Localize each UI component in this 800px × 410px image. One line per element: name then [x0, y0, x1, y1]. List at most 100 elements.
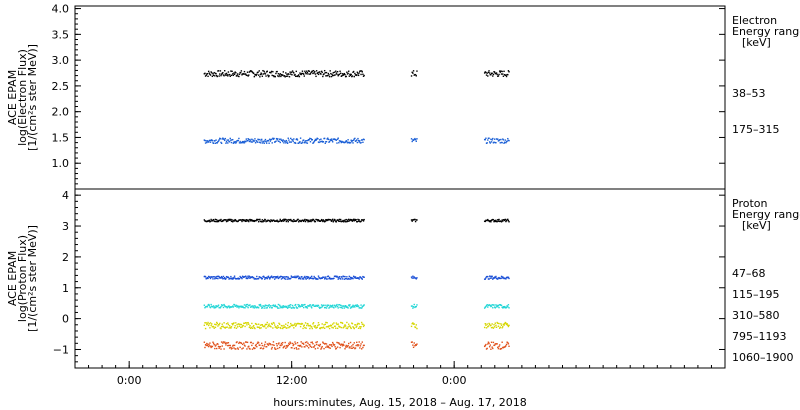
data-point	[290, 322, 292, 325]
data-point	[310, 307, 313, 309]
data-point	[315, 341, 317, 344]
data-point	[213, 71, 215, 74]
legend-entry: 1060–1900	[732, 351, 794, 364]
data-point	[291, 347, 293, 349]
data-point	[219, 345, 222, 348]
data-point	[229, 344, 231, 347]
data-point	[281, 219, 284, 221]
data-point	[484, 220, 486, 223]
data-point	[261, 277, 264, 280]
data-point	[497, 278, 499, 280]
data-point	[341, 278, 344, 280]
data-point	[486, 72, 488, 74]
data-point	[285, 139, 288, 142]
data-point	[298, 276, 301, 278]
data-point	[331, 304, 334, 307]
data-point	[237, 305, 239, 308]
data-point	[338, 277, 340, 279]
data-point	[484, 278, 486, 280]
data-point	[301, 346, 303, 348]
data-point	[327, 326, 330, 328]
data-point	[328, 74, 330, 76]
data-point	[507, 341, 509, 344]
data-point	[487, 306, 489, 308]
y-axis-label: ACE EPAMlog(Electron Flux)[1/(cm²s ster …	[6, 44, 39, 151]
data-point	[360, 141, 362, 144]
series-points	[203, 321, 510, 330]
data-point	[309, 277, 311, 280]
data-point	[355, 218, 357, 221]
data-point	[502, 138, 504, 140]
data-point	[287, 220, 289, 223]
data-point	[215, 219, 218, 221]
data-point	[286, 276, 288, 278]
legend-title: Proton	[732, 197, 767, 210]
data-point	[262, 221, 264, 223]
data-point	[211, 75, 214, 78]
data-point	[227, 323, 230, 326]
data-point	[497, 219, 499, 221]
data-point	[263, 70, 265, 73]
data-point	[411, 71, 413, 74]
data-point	[359, 326, 361, 328]
data-point	[256, 342, 259, 345]
data-point	[270, 70, 273, 73]
data-point	[349, 307, 352, 309]
data-point	[350, 73, 352, 76]
data-point	[267, 275, 270, 278]
data-point	[324, 72, 326, 74]
data-point	[249, 140, 252, 142]
data-point	[238, 73, 241, 75]
data-point	[214, 345, 217, 347]
data-point	[347, 220, 349, 222]
data-point	[349, 341, 352, 344]
data-point	[306, 70, 308, 72]
data-point	[300, 323, 302, 325]
data-point	[209, 327, 211, 329]
data-point	[248, 277, 250, 279]
data-point	[276, 327, 278, 329]
data-point	[353, 305, 355, 307]
data-point	[290, 275, 293, 277]
data-point	[301, 323, 304, 325]
data-point	[357, 74, 360, 77]
data-point	[348, 218, 350, 221]
data-point	[238, 75, 240, 78]
data-point	[414, 74, 417, 76]
data-point	[293, 324, 296, 326]
data-point	[312, 343, 314, 345]
data-point	[334, 325, 336, 327]
data-point	[291, 304, 294, 307]
data-point	[265, 327, 267, 329]
data-point	[507, 137, 509, 140]
data-point	[261, 342, 263, 345]
data-point	[302, 306, 305, 309]
y-tick-label: 4	[62, 189, 69, 202]
data-point	[279, 326, 281, 329]
data-point	[213, 276, 215, 278]
data-point	[349, 278, 351, 280]
data-point	[281, 74, 284, 76]
data-point	[316, 341, 318, 343]
data-point	[240, 305, 243, 307]
data-point	[275, 276, 278, 278]
data-point	[228, 325, 231, 327]
data-point	[311, 70, 314, 72]
data-point	[317, 347, 319, 349]
data-point	[486, 219, 488, 222]
data-point	[253, 276, 255, 279]
data-point	[348, 70, 350, 72]
data-point	[328, 327, 331, 330]
data-point	[240, 326, 242, 329]
data-point	[499, 142, 501, 144]
data-point	[217, 304, 220, 306]
data-point	[315, 343, 318, 346]
data-point	[253, 307, 256, 309]
data-point	[414, 218, 416, 221]
data-point	[233, 276, 235, 279]
data-point	[228, 141, 231, 143]
data-point	[220, 305, 222, 308]
data-point	[303, 324, 305, 326]
data-point	[284, 305, 286, 308]
data-point	[507, 70, 510, 72]
